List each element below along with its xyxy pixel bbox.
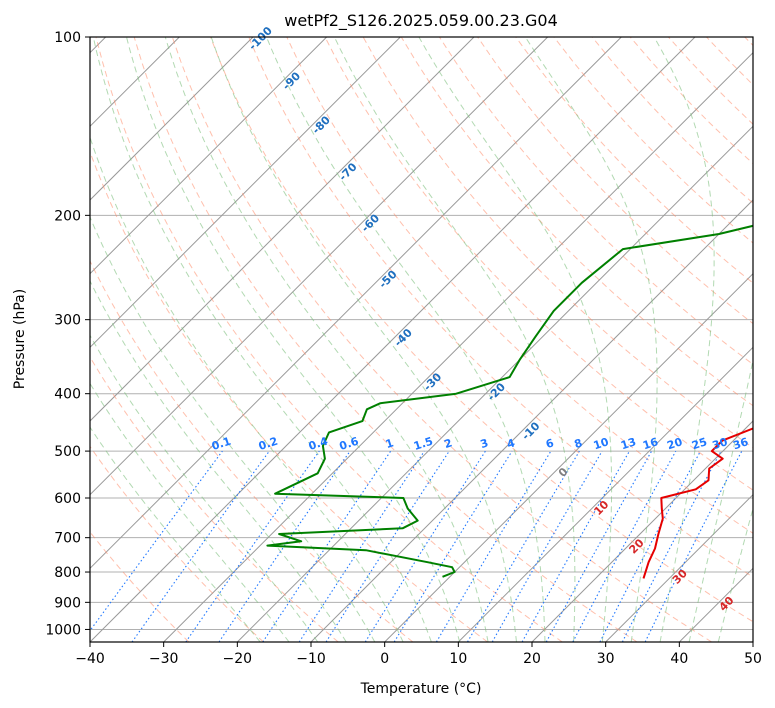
mixing-ratio-label: 16 [641, 435, 660, 452]
background-lines [90, 37, 753, 642]
isotherm-line [90, 37, 475, 422]
dry-adiabat-line [515, 37, 753, 284]
x-tick-label: −20 [223, 651, 253, 667]
isotherm-line [531, 420, 753, 642]
moist-adiabat-line [90, 279, 347, 642]
mixing-ratio-label: 0.4 [307, 434, 330, 452]
isotherm-line [163, 51, 753, 642]
dry-adiabat-line [90, 356, 339, 642]
isotherm-line [90, 37, 696, 642]
moist-adiabat-line [90, 382, 290, 642]
x-tick-label: 20 [523, 651, 541, 667]
temperature-line [642, 427, 753, 579]
mixing-ratio-label: 2 [443, 436, 454, 451]
mixing-ratio-label: 8 [573, 436, 584, 451]
dry-adiabat-line [90, 259, 414, 642]
mixing-ratio-label: 1 [384, 436, 395, 451]
dry-adiabat-line [324, 37, 753, 491]
x-axis-label: Temperature (°C) [360, 681, 482, 697]
isotherm-line [605, 493, 753, 642]
moist-adiabat-line [90, 426, 261, 642]
x-tick-label: −40 [75, 651, 105, 667]
moist-adiabat-line [653, 37, 715, 642]
y-tick-label: 100 [54, 30, 81, 46]
isotherm-line [90, 37, 328, 275]
x-tick-label: −30 [149, 651, 179, 667]
x-tick-label: 40 [670, 651, 688, 667]
y-tick-label: 400 [54, 387, 81, 403]
mixing-ratio-label: 0.1 [210, 435, 233, 453]
y-tick-label: 200 [54, 208, 81, 224]
mixing-ratio-label: 4 [505, 436, 517, 451]
moist-adiabat-line [164, 37, 489, 642]
isotherm-line [236, 125, 753, 642]
y-tick-label: 1000 [45, 622, 81, 638]
x-tick-label: 30 [597, 651, 615, 667]
profile-lines [266, 224, 753, 579]
x-tick-label: 0 [380, 651, 389, 667]
y-tick-label: 800 [54, 565, 81, 581]
y-tick-label: 300 [54, 313, 81, 329]
y-axis-label: Pressure (hPa) [12, 289, 28, 389]
isotherm-line [457, 346, 753, 642]
dry-adiabat-line [90, 445, 264, 642]
mixing-ratio-label: 36 [731, 435, 750, 452]
mixing-ratio-line [218, 450, 351, 642]
mixing-ratio-label: 30 [711, 435, 730, 452]
x-tick-label: 50 [744, 651, 762, 667]
y-tick-label: 700 [54, 531, 81, 547]
mixing-ratio-line [131, 450, 270, 642]
mixing-ratio-label: 20 [665, 435, 684, 452]
moist-adiabat-line [524, 37, 658, 642]
moist-adiabat-line [266, 37, 546, 642]
mixing-ratio-label: 3 [479, 436, 490, 451]
moist-adiabat-line [418, 37, 613, 642]
mixing-ratio-line [185, 450, 320, 642]
isotherm-line [90, 37, 622, 570]
x-tick-label: −10 [296, 651, 326, 667]
mixing-ratio-label: 0.2 [257, 435, 280, 453]
dry-adiabat-line [286, 37, 753, 534]
moist-adiabat-line [126, 37, 461, 642]
moist-adiabat-line [90, 215, 376, 642]
y-tick-label: 500 [54, 444, 81, 460]
dry-adiabat-line [210, 37, 753, 623]
chart-title: wetPf2_S126.2025.059.00.23.G04 [284, 11, 558, 31]
moist-adiabat-line [717, 506, 753, 642]
mixing-ratio-line [325, 450, 450, 642]
isotherm-line [90, 37, 549, 496]
moist-adiabat-line [90, 334, 319, 642]
y-tick-label: 600 [54, 491, 81, 507]
mixing-ratio-line [90, 450, 223, 632]
moist-adiabat-line [92, 37, 432, 642]
mixing-ratio-label: 6 [544, 436, 556, 451]
dewpoint-line [266, 224, 753, 578]
mixing-ratio-label: 13 [619, 435, 638, 452]
mixing-ratio-label: 0.6 [338, 434, 361, 452]
dry-adiabat-line [248, 37, 753, 578]
mixing-ratio-label: 1.5 [412, 435, 435, 453]
mixing-ratio-line [393, 450, 513, 642]
mixing-ratio-label: 10 [592, 435, 611, 452]
mixing-ratio-label: 25 [690, 435, 709, 452]
x-tick-label: 10 [449, 651, 467, 667]
moist-adiabat-line [210, 37, 517, 642]
mixing-ratio-line [644, 450, 743, 642]
mixing-ratio-line [545, 450, 653, 642]
isotherm-line [90, 37, 401, 349]
isotherm-line [90, 37, 254, 201]
dry-adiabat-line [171, 37, 712, 642]
mixing-ratio-line [521, 450, 630, 642]
plot-frame [89, 36, 754, 643]
mixing-ratio-line [298, 450, 425, 642]
dry-adiabat-line [95, 37, 563, 642]
y-tick-label: 900 [54, 595, 81, 611]
moist-adiabat-line [688, 358, 753, 642]
mixing-ratio-line [572, 450, 677, 642]
isotherm-line [384, 272, 753, 642]
mixing-ratio-line [262, 450, 392, 642]
